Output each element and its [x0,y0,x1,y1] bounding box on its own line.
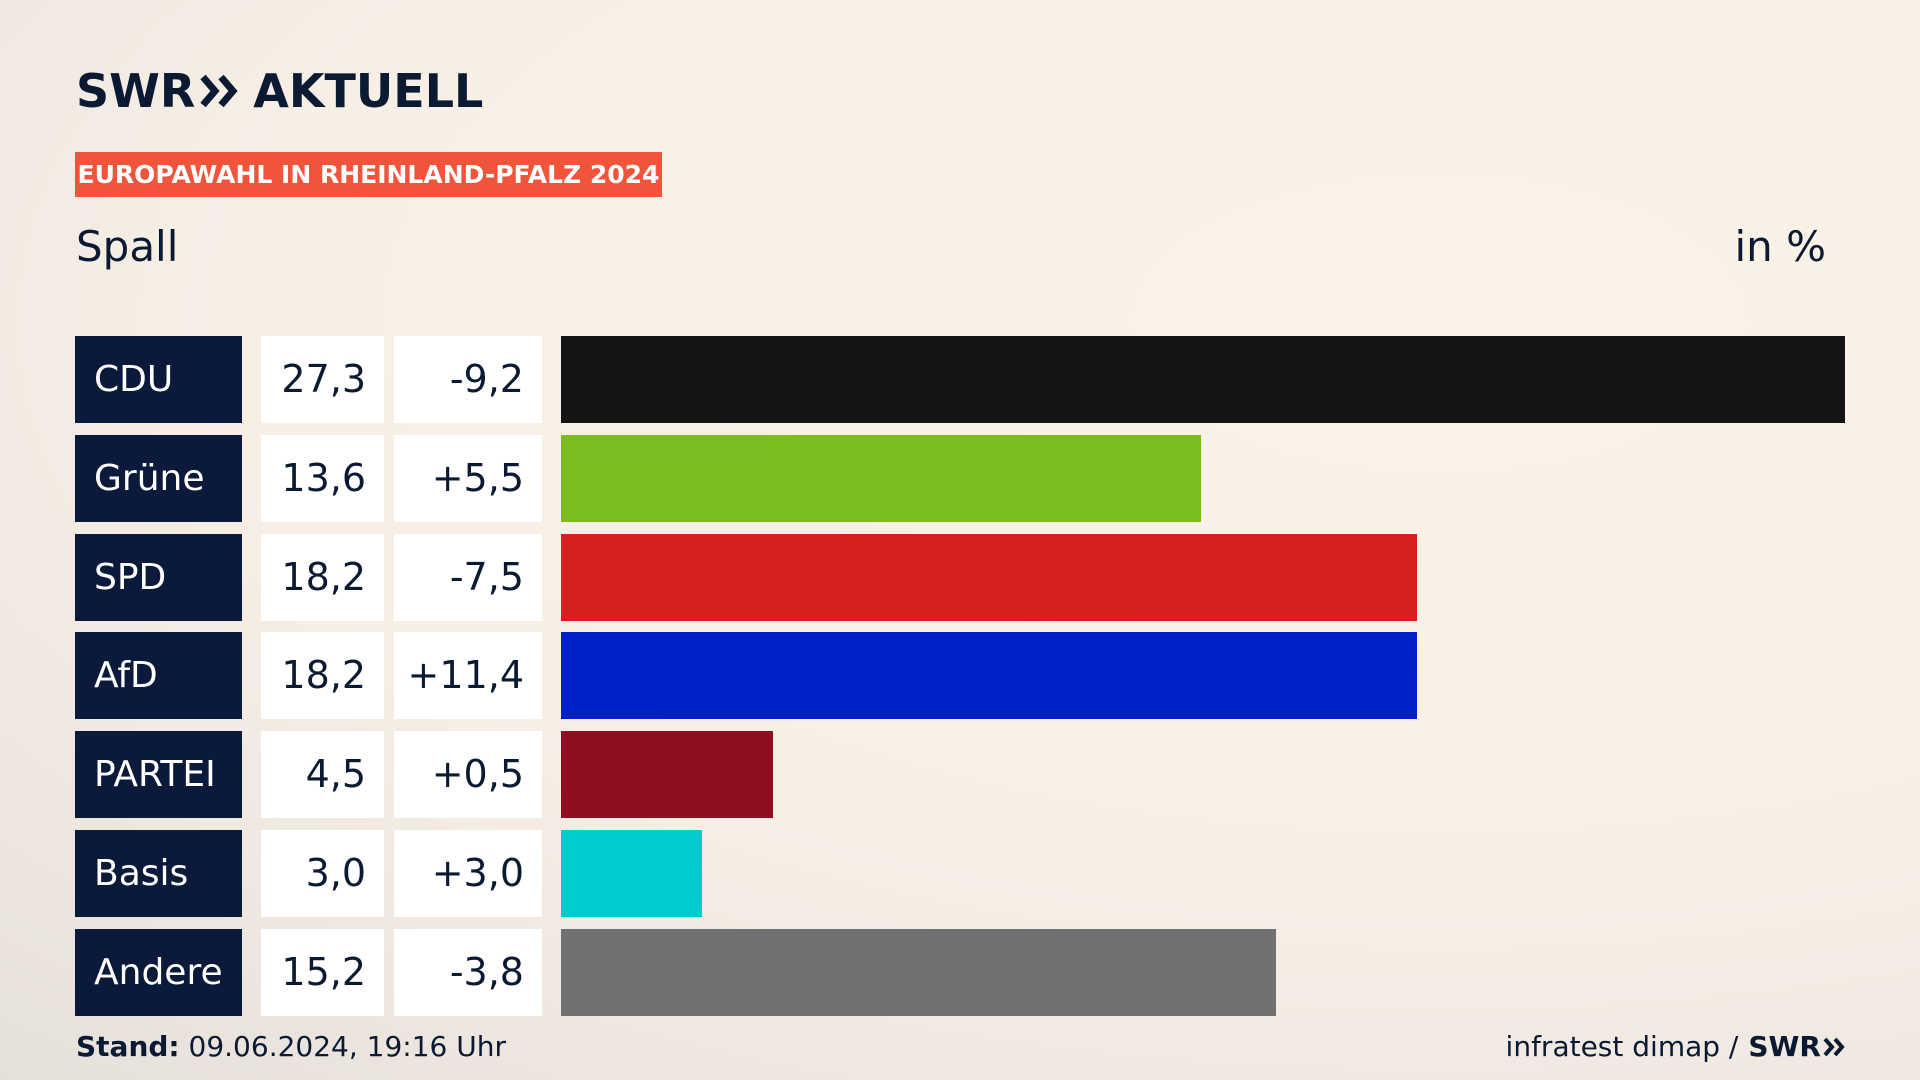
party-label: CDU [75,336,242,423]
diff-label: -3,8 [394,929,542,1016]
diff-label: -7,5 [394,534,542,621]
logo-aktuell-text: AKTUELL [253,64,484,118]
source-text: infratest dimap / [1505,1030,1739,1063]
result-bar [561,830,702,917]
party-label: Andere [75,929,242,1016]
result-bar [561,336,1845,423]
result-row: AfD 18,2 +11,4 [75,632,1845,719]
diff-label: +3,0 [394,830,542,917]
party-label: PARTEI [75,731,242,818]
result-row: PARTEI 4,5 +0,5 [75,731,1845,818]
diff-label: +5,5 [394,435,542,522]
party-label: Grüne [75,435,242,522]
result-bar [561,929,1276,1016]
result-bar [561,632,1417,719]
chart-subtitle: Spall [76,222,179,271]
result-row: Basis 3,0 +3,0 [75,830,1845,917]
value-label: 27,3 [261,336,384,423]
result-bar [561,731,773,818]
double-chevron-icon [200,74,238,108]
diff-label: -9,2 [394,336,542,423]
value-label: 18,2 [261,534,384,621]
value-label: 18,2 [261,632,384,719]
source-brand-text: SWR [1748,1030,1821,1063]
timestamp: Stand: 09.06.2024, 19:16 Uhr [76,1030,506,1063]
stand-label: Stand: [76,1030,180,1063]
diff-label: +11,4 [394,632,542,719]
swr-aktuell-logo: SWR AKTUELL [76,64,483,118]
value-label: 3,0 [261,830,384,917]
value-label: 15,2 [261,929,384,1016]
result-bar [561,435,1201,522]
party-label: Basis [75,830,242,917]
result-row: Andere 15,2 -3,8 [75,929,1845,1016]
result-row: SPD 18,2 -7,5 [75,534,1845,621]
source-brand: SWR [1748,1030,1845,1063]
result-row: Grüne 13,6 +5,5 [75,435,1845,522]
double-chevron-small-icon [1823,1037,1845,1056]
election-badge: EUROPAWAHL IN RHEINLAND-PFALZ 2024 [75,152,662,197]
stand-value: 09.06.2024, 19:16 Uhr [188,1030,506,1063]
result-bar [561,534,1417,621]
result-row: CDU 27,3 -9,2 [75,336,1845,423]
unit-label: in % [1734,222,1826,271]
source-credit: infratest dimap / SWR [1506,1030,1845,1063]
diff-label: +0,5 [394,731,542,818]
logo-swr-text: SWR [76,64,196,118]
value-label: 4,5 [261,731,384,818]
value-label: 13,6 [261,435,384,522]
party-label: SPD [75,534,242,621]
party-label: AfD [75,632,242,719]
